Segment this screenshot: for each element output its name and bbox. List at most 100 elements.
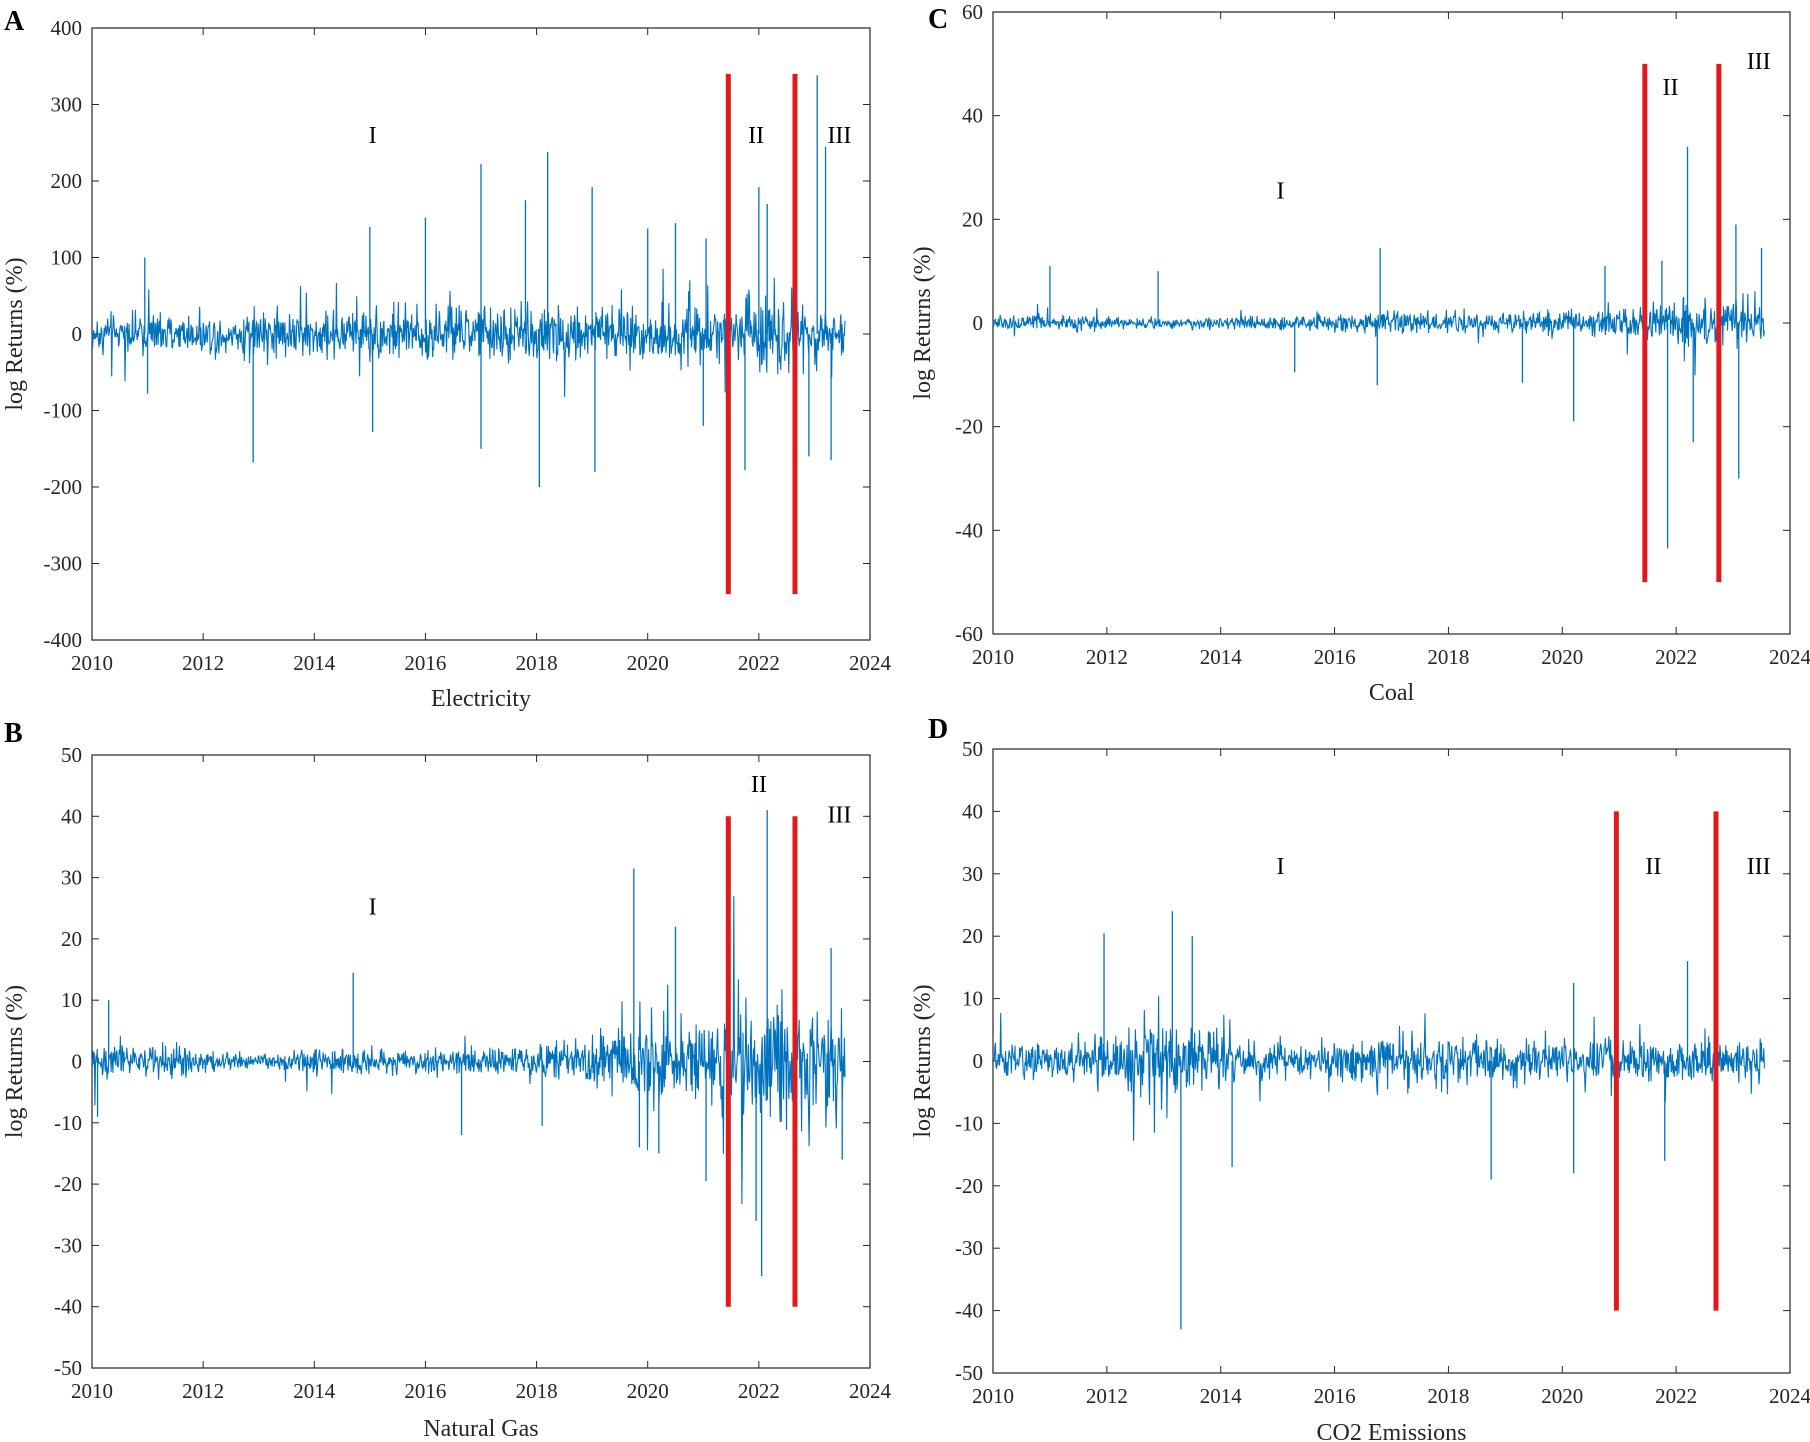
y-tick-label: -30 — [955, 1236, 983, 1260]
panel-label: A — [4, 6, 25, 37]
y-axis-label: log Returns (%) — [2, 257, 28, 410]
x-tick-label: 2012 — [182, 1379, 224, 1403]
regime-annotation: III — [827, 802, 851, 828]
y-tick-label: 50 — [962, 737, 983, 761]
regime-annotation: II — [1645, 854, 1661, 880]
x-tick-label: 2018 — [516, 1379, 558, 1403]
regime-annotation: II — [751, 772, 767, 798]
x-axis-label: Natural Gas — [423, 1416, 538, 1442]
x-tick-label: 2016 — [404, 1379, 446, 1403]
x-tick-label: 2020 — [627, 651, 669, 675]
y-tick-label: -60 — [955, 622, 983, 646]
y-tick-label: 100 — [51, 246, 83, 270]
x-tick-label: 2024 — [1769, 645, 1810, 669]
x-tick-label: 2022 — [738, 1379, 780, 1403]
regime-annotation: I — [369, 894, 377, 920]
y-tick-label: 30 — [962, 862, 983, 886]
chart-panel-c: 2010 2012 2014 2016 2018 2020 2022 2024 -60 -40 -2… — [910, 0, 1810, 706]
x-tick-label: 2020 — [627, 1379, 669, 1403]
panel-label: C — [928, 4, 948, 35]
y-tick-label: 40 — [962, 104, 983, 128]
x-tick-label: 2018 — [516, 651, 558, 675]
x-tick-label: 2014 — [1200, 1384, 1243, 1408]
x-tick-label: 2010 — [71, 651, 113, 675]
x-tick-label: 2010 — [972, 1384, 1014, 1408]
x-tick-label: 2022 — [1655, 1384, 1697, 1408]
chart-panel-b: 2010 2012 2014 2016 2018 2020 2022 2024-50-40-3… — [2, 718, 892, 1442]
x-tick-label: 2020 — [1541, 645, 1583, 669]
series-line — [91, 268, 846, 398]
regime-annotation: I — [1276, 854, 1284, 880]
y-axis-label: log Returns (%) — [910, 246, 936, 399]
regime-annotation: III — [827, 123, 851, 149]
regime-annotation: III — [1747, 49, 1771, 75]
y-tick-label: -10 — [955, 1111, 983, 1135]
x-tick-label: 2018 — [1427, 645, 1469, 669]
regime-annotation: II — [1662, 75, 1678, 101]
y-tick-label: 300 — [51, 93, 83, 117]
series-line — [91, 896, 846, 1205]
x-tick-label: 2016 — [1314, 1384, 1356, 1408]
y-tick-label: -50 — [955, 1361, 983, 1385]
x-tick-label: 2012 — [1086, 645, 1128, 669]
y-tick-label: 60 — [962, 0, 983, 24]
y-tick-label: -100 — [44, 399, 83, 423]
y-tick-label: 20 — [61, 927, 82, 951]
y-tick-label: 10 — [61, 988, 82, 1012]
regime-annotation: II — [748, 123, 764, 149]
panel-label: B — [4, 718, 23, 749]
panel-label: D — [928, 714, 948, 745]
x-axis-label: CO2 Emissions — [1316, 1420, 1466, 1442]
series-line — [992, 996, 1765, 1141]
x-tick-label: 2024 — [1769, 1384, 1810, 1408]
x-tick-label: 2024 — [849, 651, 892, 675]
x-tick-label: 2014 — [293, 1379, 336, 1403]
x-tick-label: 2020 — [1541, 1384, 1583, 1408]
y-tick-label: -40 — [955, 1299, 983, 1323]
y-tick-label: 0 — [973, 1049, 984, 1073]
regime-annotation: III — [1747, 854, 1771, 880]
chart-panel-d: 2010 2012 2014 2016 2018 2020 2022 2024-50-40-3… — [910, 714, 1810, 1442]
series-line — [992, 291, 1765, 376]
y-tick-label: 200 — [51, 169, 83, 193]
y-tick-label: 50 — [61, 743, 82, 767]
y-tick-label: 20 — [962, 207, 983, 231]
y-tick-label: -50 — [54, 1356, 82, 1380]
x-tick-label: 2024 — [849, 1379, 892, 1403]
x-axis-label: Coal — [1369, 680, 1415, 706]
y-tick-label: 40 — [61, 804, 82, 828]
y-tick-label: 30 — [61, 866, 82, 890]
x-tick-label: 2016 — [1314, 645, 1356, 669]
y-tick-label: 0 — [72, 322, 83, 346]
x-tick-label: 2010 — [972, 645, 1014, 669]
y-tick-label: -400 — [44, 628, 83, 652]
x-tick-label: 2012 — [182, 651, 224, 675]
x-tick-label: 2018 — [1427, 1384, 1469, 1408]
y-tick-label: 40 — [962, 799, 983, 823]
y-tick-label: -30 — [54, 1233, 82, 1257]
chart-panel-a: 2010 2012 2014 2016 2018 2020 2022 2024 -400 -300… — [2, 6, 892, 712]
y-tick-label: -10 — [54, 1111, 82, 1135]
y-tick-label: 0 — [973, 311, 984, 335]
x-tick-label: 2010 — [71, 1379, 113, 1403]
y-tick-label: -20 — [955, 415, 983, 439]
x-tick-label: 2022 — [738, 651, 780, 675]
x-axis-label: Electricity — [431, 686, 531, 712]
y-tick-label: 400 — [51, 16, 83, 40]
y-axis-label: log Returns (%) — [2, 985, 28, 1138]
y-tick-label: 0 — [72, 1050, 83, 1074]
y-tick-label: 20 — [962, 924, 983, 948]
y-tick-label: 10 — [962, 987, 983, 1011]
regime-annotation: I — [1276, 179, 1284, 205]
y-tick-label: -200 — [44, 475, 83, 499]
x-tick-label: 2014 — [1200, 645, 1243, 669]
x-tick-label: 2014 — [293, 651, 336, 675]
x-tick-label: 2016 — [404, 651, 446, 675]
y-tick-label: -300 — [44, 552, 83, 576]
y-tick-label: -20 — [955, 1174, 983, 1198]
y-tick-label: -40 — [54, 1295, 82, 1319]
x-tick-label: 2022 — [1655, 645, 1697, 669]
regime-annotation: I — [369, 123, 377, 149]
y-tick-label: -20 — [54, 1172, 82, 1196]
